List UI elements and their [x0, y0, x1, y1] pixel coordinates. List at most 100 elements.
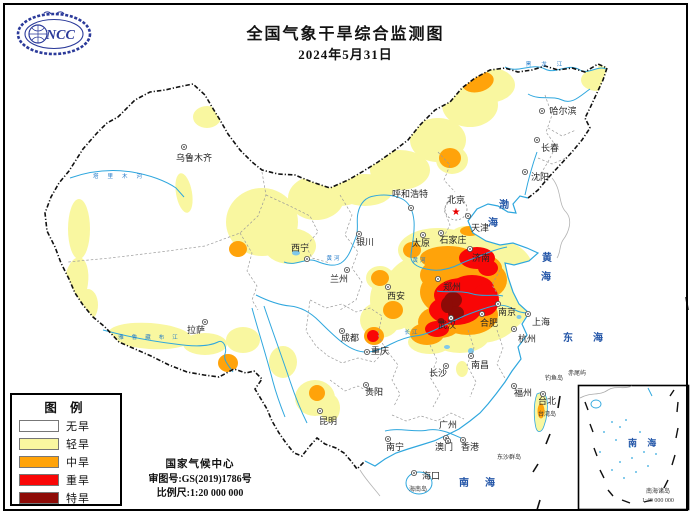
inset-caption: 南海诸岛	[646, 487, 670, 495]
city-label: 南昌	[471, 359, 489, 370]
legend-swatch-moderate	[19, 455, 59, 468]
credits-agency: 国家气候中心	[165, 459, 235, 470]
legend-label: 无旱	[66, 420, 90, 433]
sea-label: 东	[563, 331, 573, 344]
city-marker: 济南	[466, 245, 490, 263]
city-marker: 郑州	[434, 275, 461, 292]
city-marker: 银川	[356, 230, 374, 247]
coastline	[364, 195, 540, 467]
island-label: 东沙群岛	[497, 453, 521, 461]
city-marker: 哈尔滨	[539, 105, 577, 116]
legend-title: 图 例	[44, 401, 88, 415]
drought-layer-light	[63, 64, 607, 422]
city-label: 兰州	[330, 273, 348, 284]
logo-oval	[24, 18, 84, 50]
city-label: 长春	[541, 142, 559, 153]
river-label: 黑龙江	[526, 60, 573, 68]
inset-scale: 1:40 000 000	[642, 498, 674, 504]
city-marker: 香港	[459, 436, 479, 452]
city-label: 乌鲁木齐	[176, 152, 212, 163]
city-marker: 澳门	[435, 437, 453, 452]
river-label: 黄河	[326, 254, 341, 262]
inset-islands	[599, 419, 657, 479]
city-marker: 台北	[538, 390, 556, 406]
city-label: 海口	[422, 470, 440, 481]
island-label: 台湾岛	[538, 410, 556, 418]
legend: 图 例 无旱轻旱中旱重旱特旱	[10, 393, 122, 506]
city-marker: 石家庄	[437, 229, 467, 245]
city-label: 太原	[412, 237, 430, 248]
city-marker: 呼和浩特	[392, 188, 428, 211]
city-label: 长沙	[429, 367, 447, 378]
city-label: 石家庄	[439, 234, 466, 245]
city-marker: 长沙	[429, 362, 449, 378]
sea-label: 海	[593, 331, 603, 344]
city-marker: 南昌	[467, 352, 489, 370]
legend-swatch-light	[19, 437, 59, 450]
capital-star-icon: ★	[452, 207, 461, 218]
foreign-coastlines	[359, 177, 571, 497]
province-boundaries	[67, 94, 577, 422]
logo-text: NCC	[45, 28, 75, 43]
city-label: 合肥	[480, 317, 498, 328]
city-marker: 兰州	[330, 266, 350, 284]
sea-label: 海	[541, 270, 551, 283]
city-marker: 合肥	[478, 310, 498, 328]
city-label: 呼和浩特	[392, 188, 428, 199]
city-label: 南宁	[386, 441, 404, 452]
credits: 国家气候中心 审图号:GS(2019)1786号 比例尺:1:20 000 00…	[100, 458, 300, 502]
river-label: 长江	[404, 328, 419, 336]
city-label: 上海	[532, 316, 550, 327]
inset-coast	[579, 385, 633, 399]
city-marker: 贵阳	[362, 381, 383, 397]
city-marker: 乌鲁木齐	[176, 143, 212, 163]
city-marker: 太原	[412, 231, 430, 248]
city-marker: 昆明	[316, 407, 337, 426]
legend-label: 轻旱	[66, 438, 90, 451]
city-label: 澳门	[435, 441, 453, 452]
inset-nine-dash-line	[584, 389, 679, 504]
city-marker: 西安	[384, 283, 405, 301]
beijing-boundary-ring	[444, 197, 468, 221]
city-marker: 重庆	[363, 345, 389, 356]
legend-label: 重旱	[66, 474, 90, 487]
city-label: 银川	[356, 236, 374, 247]
sea-label: 海	[488, 216, 498, 229]
city-label: 台北	[538, 395, 556, 406]
city-label: 贵阳	[365, 386, 383, 397]
city-label: 济南	[472, 252, 490, 263]
rivers	[69, 66, 607, 439]
legend-swatch-severe	[19, 473, 59, 486]
river-label: 黄河	[412, 256, 427, 264]
river-label: 雅鲁藏布江	[118, 333, 186, 341]
city-label: 南京	[498, 306, 516, 317]
city-marker: 福州	[510, 382, 532, 398]
legend-row: 中旱	[12, 453, 120, 470]
legend-row: 无旱	[12, 417, 120, 434]
legend-row: 轻旱	[12, 435, 120, 452]
sea-label: 南	[459, 476, 469, 489]
page-title: 全国气象干旱综合监测图	[246, 26, 445, 43]
city-marker: 武汉	[438, 314, 456, 330]
city-marker: 西宁	[291, 242, 310, 262]
ncc-logo: NCC	[16, 11, 92, 56]
inset-sea-label: 南 海	[628, 437, 660, 448]
city-marker: 南京	[494, 300, 516, 317]
city-label: 杭州	[518, 333, 536, 344]
map-date: 2024年5月31日	[298, 47, 393, 62]
legend-row: 重旱	[12, 471, 120, 488]
city-label: 哈尔滨	[549, 105, 576, 116]
city-label: 福州	[514, 387, 532, 398]
island-label: 海南岛	[409, 485, 427, 493]
sea-label: 海	[485, 476, 495, 489]
credits-approval-number: 审图号:GS(2019)1786号	[148, 473, 252, 485]
hainan-island	[405, 471, 433, 495]
city-label: 昆明	[319, 416, 337, 426]
river-label: 塔里木河	[93, 172, 151, 180]
city-label: 重庆	[371, 345, 389, 356]
legend-label: 特旱	[66, 492, 90, 505]
